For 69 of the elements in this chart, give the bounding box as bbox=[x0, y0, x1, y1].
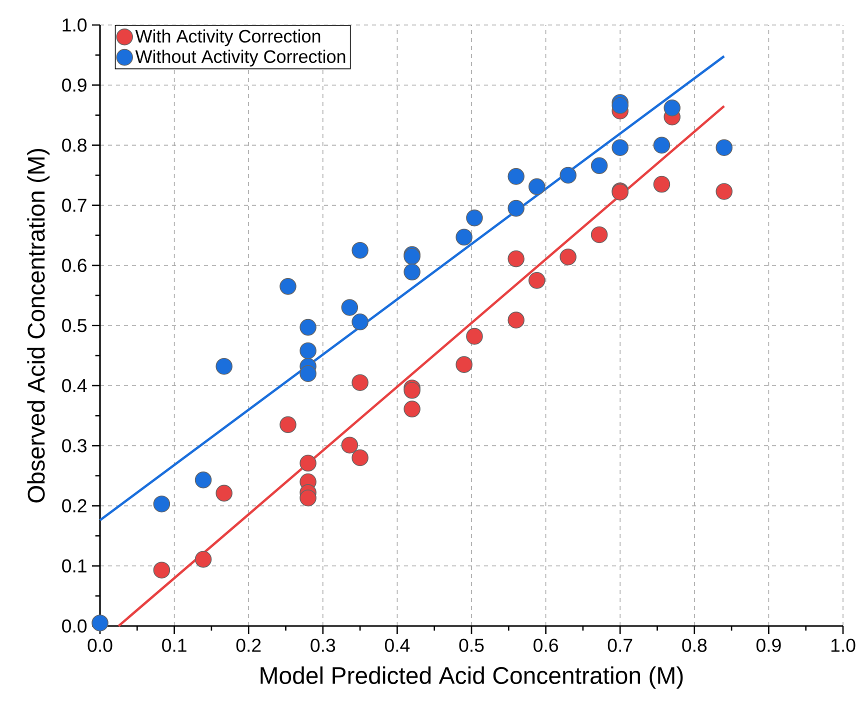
point bbox=[341, 299, 358, 316]
x-axis-title: Model Predicted Acid Concentration (M) bbox=[260, 666, 683, 689]
x-tick-label: 0.3 bbox=[310, 638, 336, 652]
point bbox=[352, 374, 368, 391]
y-tick-label: 0.4 bbox=[62, 378, 87, 392]
point bbox=[612, 97, 629, 114]
point bbox=[153, 562, 170, 579]
point bbox=[404, 264, 420, 280]
point bbox=[352, 313, 368, 330]
x-tick-label: 0.5 bbox=[459, 638, 484, 652]
x-tick-label: 0.1 bbox=[162, 638, 186, 652]
x-tick-label: 0.2 bbox=[236, 638, 261, 652]
point bbox=[664, 100, 681, 116]
point bbox=[466, 328, 483, 345]
y-tick-label: 0.5 bbox=[62, 318, 87, 332]
point bbox=[528, 178, 546, 196]
point bbox=[560, 166, 576, 184]
point bbox=[456, 356, 472, 373]
point bbox=[653, 176, 670, 193]
point bbox=[352, 449, 368, 466]
y-tick-label: 0.7 bbox=[62, 198, 86, 212]
legend-label: With Activity Correction bbox=[135, 29, 320, 46]
x-tick-label: 0.8 bbox=[682, 638, 707, 652]
y-tick-label: 0.6 bbox=[62, 258, 86, 272]
legend-label: Without Activity Correction bbox=[135, 50, 346, 67]
x-tick-label: 0.7 bbox=[608, 638, 632, 652]
point bbox=[508, 168, 524, 185]
point bbox=[216, 358, 232, 375]
point bbox=[716, 183, 733, 200]
y-tick-label: 1.0 bbox=[62, 18, 87, 32]
point bbox=[194, 472, 212, 488]
y-tick-label: 0.9 bbox=[62, 78, 86, 92]
point bbox=[300, 490, 316, 506]
y-tick-label: 0.3 bbox=[62, 439, 86, 452]
x-tick-label: 0.4 bbox=[384, 638, 410, 652]
point bbox=[352, 242, 368, 259]
point bbox=[716, 139, 733, 156]
x-tick-label: 0.0 bbox=[88, 638, 112, 652]
point bbox=[508, 200, 524, 217]
y-axis-title: Observed Acid Concentration (M) bbox=[27, 148, 50, 502]
point bbox=[280, 416, 296, 434]
point bbox=[300, 318, 316, 336]
point bbox=[216, 484, 232, 502]
point bbox=[456, 228, 472, 246]
point bbox=[560, 248, 576, 266]
y-tick-label: 0.8 bbox=[62, 138, 86, 152]
point bbox=[653, 136, 670, 154]
point bbox=[528, 272, 546, 289]
x-tick-label: 1.0 bbox=[831, 638, 856, 652]
point bbox=[153, 496, 170, 512]
point bbox=[300, 454, 316, 472]
point bbox=[590, 157, 608, 174]
y-tick-label: 0.2 bbox=[62, 499, 86, 512]
point bbox=[300, 342, 316, 360]
y-tick-label: 0.1 bbox=[62, 559, 86, 573]
point bbox=[612, 139, 629, 156]
point bbox=[508, 250, 524, 268]
point bbox=[590, 226, 608, 244]
y-tick-label: 0.0 bbox=[62, 619, 87, 633]
point bbox=[341, 436, 358, 454]
point bbox=[404, 400, 420, 418]
point bbox=[300, 365, 316, 382]
x-tick-label: 0.9 bbox=[756, 638, 781, 652]
x-tick-label: 0.6 bbox=[534, 638, 558, 652]
point bbox=[194, 550, 212, 568]
point bbox=[508, 312, 524, 328]
point bbox=[466, 210, 483, 226]
point bbox=[92, 614, 108, 632]
point bbox=[280, 278, 296, 295]
